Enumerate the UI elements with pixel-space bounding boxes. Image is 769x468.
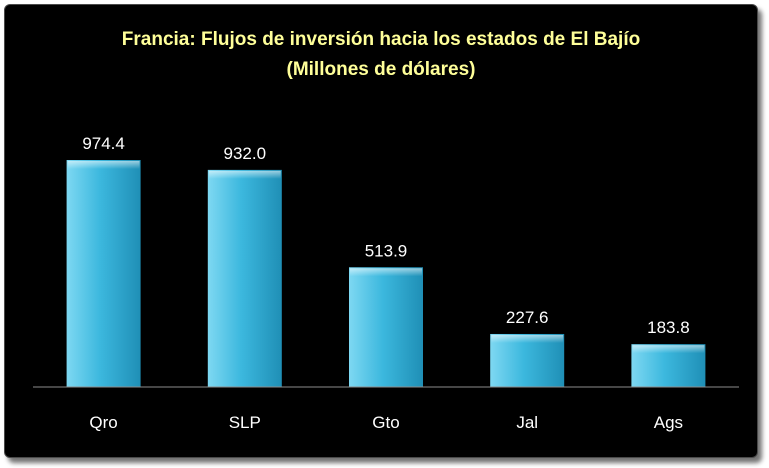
chart-title: Francia: Flujos de inversión hacia los e… [122,29,640,50]
chart-frame: Francia: Flujos de inversión hacia los e… [4,4,758,458]
bar-highlight-qro [67,161,140,169]
bar-chart: Francia: Flujos de inversión hacia los e… [33,29,739,432]
category-label-qro: Qro [89,413,117,432]
bars-layer [66,160,706,387]
bar-slp [207,169,282,387]
value-label-gto: 513.9 [365,241,408,260]
category-label-gto: Gto [372,413,399,432]
bar-gto [349,267,423,387]
labels-layer: 974.4 Qro 932.0 SLP 513.9 Gto 227.6 Jal 183.8 Ags [82,134,689,432]
bar-highlight-jal [491,334,564,343]
bar-highlight-gto [350,268,422,277]
category-label-jal: Jal [516,413,538,432]
value-label-slp: 932.0 [224,144,267,163]
bar-highlight-slp [208,170,281,179]
value-label-jal: 227.6 [506,308,549,327]
bar-highlight-ags [632,345,705,354]
bar-qro [66,160,141,387]
category-label-slp: SLP [229,413,261,432]
value-label-qro: 974.4 [82,134,125,153]
value-label-ags: 183.8 [647,318,690,337]
category-label-ags: Ags [654,413,683,432]
chart-subtitle: (Millones de dólares) [287,59,476,80]
